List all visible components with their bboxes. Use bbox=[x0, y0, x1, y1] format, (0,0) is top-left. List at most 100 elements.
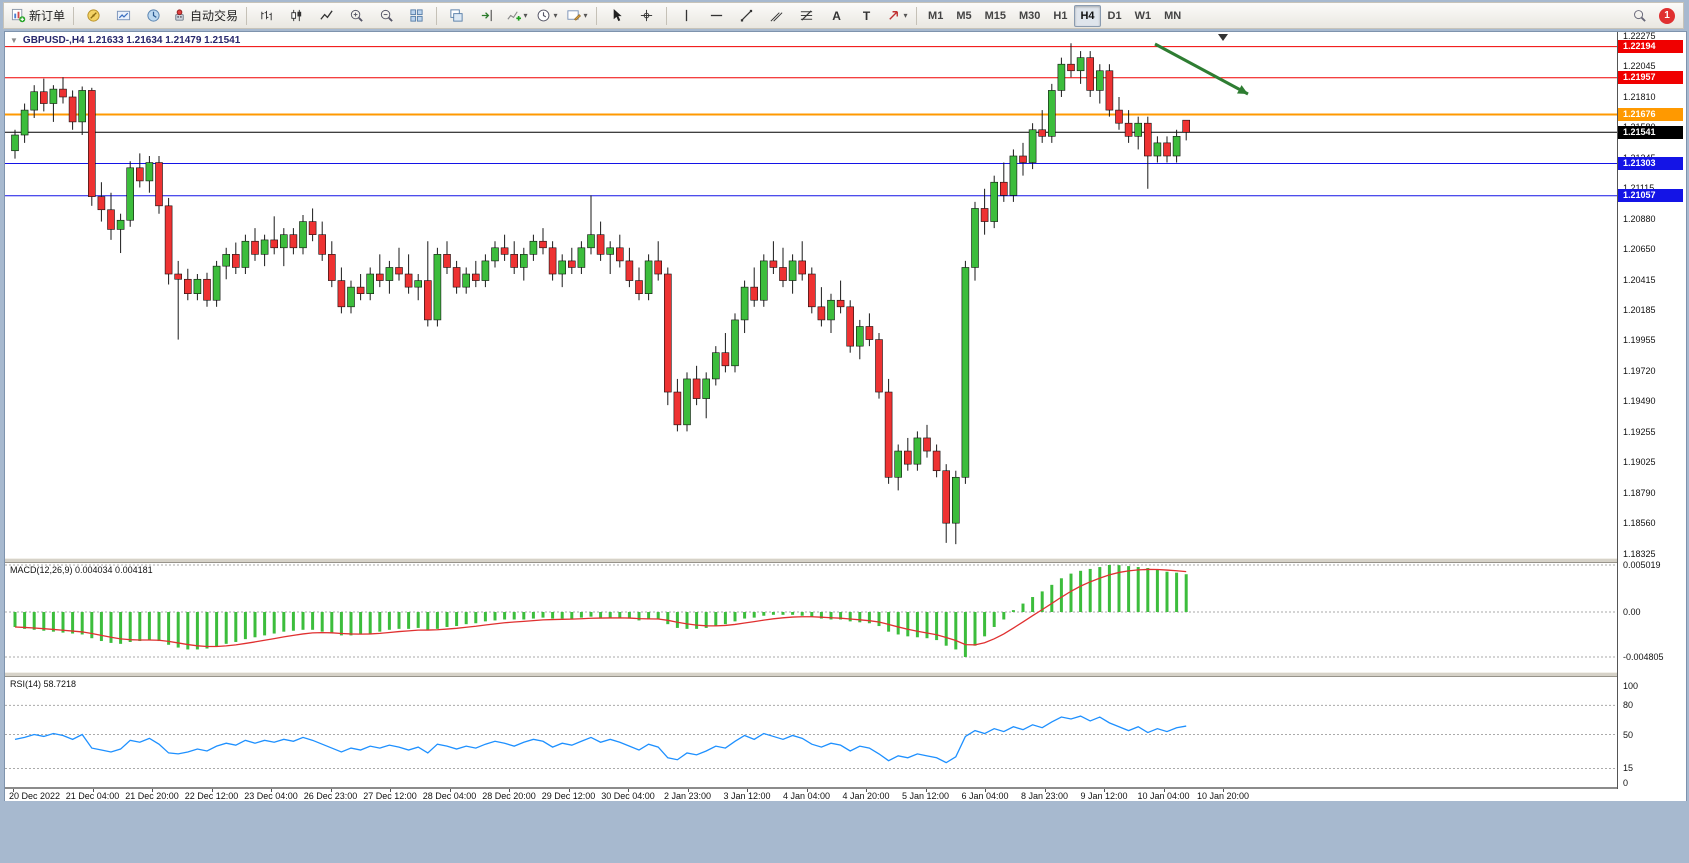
macd-label: MACD(12,26,9) 0.004034 0.004181 bbox=[10, 565, 153, 575]
notification-badge[interactable]: 1 bbox=[1659, 7, 1675, 24]
axis-tick-label: 1.19720 bbox=[1623, 366, 1656, 377]
time-axis-tick bbox=[806, 789, 808, 792]
periods-button[interactable]: ▾ bbox=[532, 4, 561, 28]
search-button[interactable] bbox=[1625, 4, 1654, 28]
axis-tick-label: 80 bbox=[1623, 700, 1634, 711]
axis-tick-label: 0.00 bbox=[1623, 607, 1641, 617]
time-axis-label: 21 Dec 20:00 bbox=[125, 791, 179, 801]
time-axis-tick bbox=[985, 789, 986, 792]
time-axis-tick bbox=[1163, 789, 1165, 792]
timeframe-button-h1[interactable]: H1 bbox=[1053, 9, 1068, 22]
vertical-line-tool-button[interactable] bbox=[672, 4, 701, 28]
new-order-button[interactable]: 新订单 bbox=[8, 4, 68, 28]
horizontal-line-tool-button[interactable] bbox=[702, 4, 731, 28]
pane-divider bbox=[5, 787, 1686, 789]
channel-tool-button[interactable] bbox=[762, 4, 791, 28]
zoom-out-button[interactable] bbox=[372, 4, 401, 28]
periods-clock-icon bbox=[537, 9, 549, 22]
axis-tick-label: 1.19490 bbox=[1623, 396, 1656, 407]
chart-shift-button[interactable] bbox=[472, 4, 501, 28]
axis-tick-label: 1.19255 bbox=[1623, 427, 1656, 438]
time-axis[interactable]: 20 Dec 2022 21 Dec 04:00 21 Dec 20:00 22 De… bbox=[5, 789, 1686, 802]
timeframe-button-h4[interactable]: H4 bbox=[1074, 4, 1101, 27]
fibonacci-icon bbox=[800, 10, 813, 21]
wizard-icon bbox=[87, 9, 100, 22]
time-axis-label: 2 Jan 23:00 bbox=[663, 791, 712, 801]
market-watch-icon bbox=[147, 9, 160, 22]
wizard-button[interactable] bbox=[79, 4, 108, 28]
axis-tick-label: 0.005019 bbox=[1623, 560, 1661, 570]
macd-indicator-pane[interactable]: MACD(12,26,9) 0.004034 0.004181 bbox=[5, 563, 1617, 672]
trendline-tool-button[interactable] bbox=[732, 4, 761, 28]
arrows-tool-button[interactable]: ▾ bbox=[882, 4, 911, 28]
trendline-icon bbox=[740, 9, 753, 22]
chevron-down-icon: ▾ bbox=[903, 11, 908, 20]
price-badge: 1.21957 bbox=[1618, 71, 1683, 85]
time-axis-tick bbox=[866, 789, 867, 792]
collapse-caret-icon[interactable]: ▼ bbox=[10, 36, 18, 45]
time-axis-tick bbox=[568, 789, 570, 792]
timeframe-button-m5[interactable]: M5 bbox=[956, 9, 972, 22]
main-chart-pane[interactable]: ▼ GBPUSD-,H4 1.21633 1.21634 1.21479 1.2… bbox=[5, 32, 1617, 558]
axis-tick-label: 1.18790 bbox=[1623, 488, 1656, 499]
tile-windows-button[interactable] bbox=[402, 4, 431, 28]
toolbar-separator bbox=[916, 6, 918, 25]
tile-windows-icon bbox=[410, 9, 423, 22]
price-badge: 1.21057 bbox=[1618, 189, 1683, 203]
axis-tick-label: 1.20650 bbox=[1623, 244, 1656, 255]
cascade-windows-button[interactable] bbox=[442, 4, 471, 28]
crosshair-button[interactable] bbox=[632, 4, 661, 28]
trend-arrow-annotation[interactable] bbox=[1154, 42, 1249, 96]
pane-divider[interactable] bbox=[5, 558, 1686, 563]
price-axis[interactable]: 1.222751.220451.218101.215801.213451.211… bbox=[1617, 31, 1686, 789]
time-axis-tick bbox=[747, 789, 748, 792]
bar-chart-button[interactable] bbox=[252, 4, 281, 28]
time-axis-label: 21 Dec 04:00 bbox=[65, 791, 120, 801]
profiles-button[interactable] bbox=[109, 4, 138, 28]
zoom-in-button[interactable] bbox=[342, 4, 371, 28]
chart-shift-marker[interactable] bbox=[1218, 34, 1228, 41]
templates-button[interactable]: ▾ bbox=[562, 4, 591, 28]
autotrading-button[interactable]: 自动交易 bbox=[169, 4, 241, 28]
time-axis-tick bbox=[449, 789, 451, 792]
market-watch-button[interactable] bbox=[139, 4, 168, 28]
time-axis-tick bbox=[271, 789, 272, 792]
window-bottom-frame bbox=[0, 801, 1689, 863]
axis-tick-label: 1.21810 bbox=[1623, 91, 1656, 102]
timeframe-button-mn[interactable]: MN bbox=[1164, 9, 1182, 22]
timeframe-button-m1[interactable]: M1 bbox=[928, 9, 944, 22]
macd-signal-line bbox=[14, 568, 1187, 648]
toolbar-separator bbox=[596, 6, 598, 25]
rsi-indicator-pane[interactable]: RSI(14) 58.7218 bbox=[5, 677, 1617, 787]
chart-window: ▼ GBPUSD-,H4 1.21633 1.21634 1.21479 1.2… bbox=[4, 31, 1687, 802]
time-axis-label: 6 Jan 04:00 bbox=[961, 791, 1009, 801]
timeframe-button-w1[interactable]: W1 bbox=[1134, 9, 1152, 22]
axis-tick-label: 1.19025 bbox=[1623, 457, 1656, 468]
axis-tick-label: -0.004805 bbox=[1623, 651, 1664, 662]
horizontal-line-icon bbox=[710, 14, 723, 17]
time-axis-tick bbox=[628, 789, 629, 792]
chevron-down-icon: ▾ bbox=[523, 11, 528, 20]
fibonacci-tool-button[interactable] bbox=[792, 4, 821, 28]
ohlc-text: GBPUSD-,H4 1.21633 1.21634 1.21479 1.215… bbox=[22, 35, 241, 46]
cursor-button[interactable] bbox=[602, 4, 631, 28]
new-order-label: 新订单 bbox=[29, 9, 66, 23]
timeframe-button-m15[interactable]: M15 bbox=[984, 9, 1006, 22]
timeframe-button-d1[interactable]: D1 bbox=[1107, 9, 1122, 22]
candlestick-chart-button[interactable] bbox=[282, 4, 311, 28]
indicators-icon bbox=[506, 11, 521, 21]
text-label-tool-button[interactable]: T bbox=[852, 4, 881, 28]
timeframe-button-m30[interactable]: M30 bbox=[1019, 9, 1041, 22]
bar-chart-icon bbox=[261, 10, 272, 21]
time-axis-label: 4 Jan 20:00 bbox=[842, 791, 890, 801]
axis-tick-label: 1.18560 bbox=[1623, 518, 1656, 529]
cursor-icon bbox=[613, 8, 622, 22]
time-axis-label: 10 Jan 04:00 bbox=[1137, 791, 1190, 801]
pane-divider[interactable] bbox=[5, 672, 1686, 677]
time-axis-tick bbox=[152, 789, 153, 792]
text-tool-button[interactable]: A bbox=[822, 4, 851, 28]
text-tool-icon: A bbox=[832, 8, 841, 23]
indicators-button[interactable]: ▾ bbox=[502, 4, 531, 28]
line-chart-button[interactable] bbox=[312, 4, 341, 28]
